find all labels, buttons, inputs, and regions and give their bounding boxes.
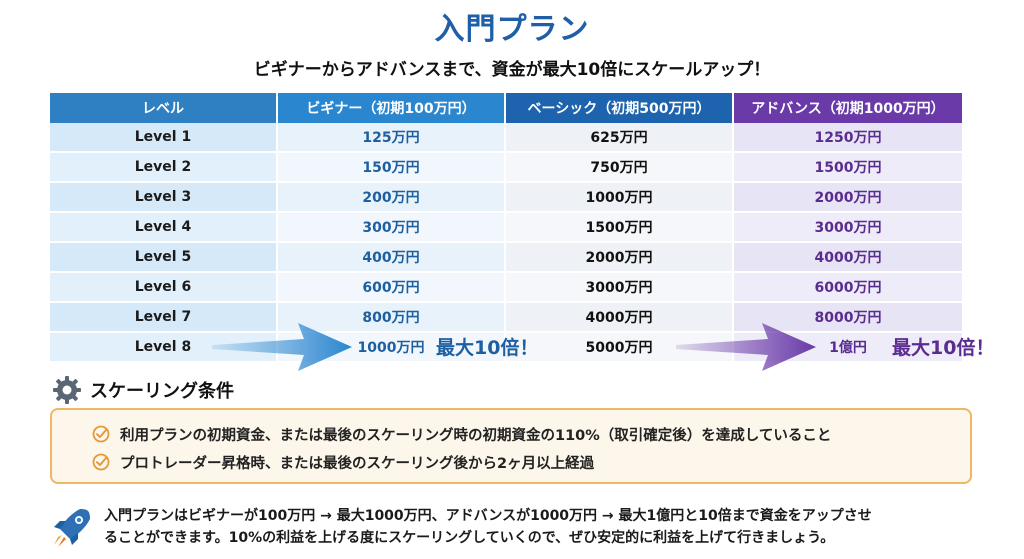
level-cell: Level 5 — [50, 243, 276, 273]
conditions-heading-label: スケーリング条件 — [90, 381, 234, 402]
table-row: Level 4 300万円 1500万円 3000万円 — [50, 213, 962, 243]
level-cell: Level 1 — [50, 123, 276, 153]
conditions-box: 利用プランの初期資金、または最後のスケーリング時の初期資金の110%（取引確定後… — [50, 408, 972, 484]
list-item: 利用プランの初期資金、または最後のスケーリング時の初期資金の110%（取引確定後… — [92, 420, 970, 448]
table-row: Level 7 800万円 4000万円 8000万円 — [50, 303, 962, 333]
beginner-cell: 600万円 — [276, 273, 504, 303]
footer-text: 入門プランはビギナーが100万円 → 最大1000万円、アドバンスが1000万円… — [104, 505, 872, 549]
page-title: 入門プラン — [434, 12, 590, 47]
advance-cell: 6000万円 — [732, 273, 962, 303]
condition-text: 利用プランの初期資金、または最後のスケーリング時の初期資金の110%（取引確定後… — [120, 427, 832, 444]
rocket-icon — [54, 509, 90, 547]
table-row: Level 1 125万円 625万円 1250万円 — [50, 123, 962, 153]
level-cell: Level 4 — [50, 213, 276, 243]
footer-line-2: ることができます。10%の利益を上げる度にスケーリングしていくので、ぜひ安定的に… — [104, 530, 835, 546]
table-row: Level 2 150万円 750万円 1500万円 — [50, 153, 962, 183]
beginner-cell: 400万円 — [276, 243, 504, 273]
level-cell: Level 6 — [50, 273, 276, 303]
gear-icon — [53, 376, 81, 404]
check-circle-icon — [92, 425, 110, 443]
advance-cell: 4000万円 — [732, 243, 962, 273]
advance-cell: 1250万円 — [732, 123, 962, 153]
blue-arrow-icon — [212, 323, 352, 371]
list-item: プロトレーダー昇格時、または最後のスケーリング後から2ヶ月以上経過 — [92, 448, 970, 476]
basic-cell: 1000万円 — [504, 183, 732, 213]
basic-cell: 625万円 — [504, 123, 732, 153]
check-circle-icon — [92, 453, 110, 471]
advance-cell: 3000万円 — [732, 213, 962, 243]
footer-note: 入門プランはビギナーが100万円 → 最大1000万円、アドバンスが1000万円… — [50, 505, 1010, 557]
level-cell: Level 2 — [50, 153, 276, 183]
max-10x-callout-advance: 最大10倍！ — [892, 337, 995, 359]
page-subtitle: ビギナーからアドバンスまで、資金が最大10倍にスケールアップ！ — [253, 60, 771, 80]
beginner-cell: 800万円 — [276, 303, 504, 333]
purple-arrow-icon — [676, 323, 816, 371]
conditions-heading: スケーリング条件 — [52, 374, 234, 406]
column-header-advance: アドバンス（初期1000万円） — [732, 93, 962, 123]
max-10x-callout-beginner: 最大10倍！ — [436, 337, 539, 359]
advance-cell: 2000万円 — [732, 183, 962, 213]
column-header-basic: ベーシック（初期500万円） — [504, 93, 732, 123]
table-row: Level 5 400万円 2000万円 4000万円 — [50, 243, 962, 273]
column-header-beginner: ビギナー（初期100万円） — [276, 93, 504, 123]
beginner-cell: 150万円 — [276, 153, 504, 183]
condition-text: プロトレーダー昇格時、または最後のスケーリング後から2ヶ月以上経過 — [120, 455, 595, 472]
beginner-cell: 200万円 — [276, 183, 504, 213]
basic-cell: 3000万円 — [504, 273, 732, 303]
beginner-cell: 125万円 — [276, 123, 504, 153]
level-cell: Level 3 — [50, 183, 276, 213]
column-header-level: レベル — [50, 93, 276, 123]
beginner-cell: 300万円 — [276, 213, 504, 243]
basic-cell: 750万円 — [504, 153, 732, 183]
advance-cell: 1500万円 — [732, 153, 962, 183]
scaling-table: レベル ビギナー（初期100万円） ベーシック（初期500万円） アドバンス（初… — [50, 93, 962, 363]
basic-cell: 4000万円 — [504, 303, 732, 333]
basic-cell: 1500万円 — [504, 213, 732, 243]
table-header-row: レベル ビギナー（初期100万円） ベーシック（初期500万円） アドバンス（初… — [50, 93, 962, 123]
basic-cell: 2000万円 — [504, 243, 732, 273]
table-row: Level 3 200万円 1000万円 2000万円 — [50, 183, 962, 213]
footer-line-1: 入門プランはビギナーが100万円 → 最大1000万円、アドバンスが1000万円… — [104, 508, 872, 524]
level-cell: Level 7 — [50, 303, 276, 333]
table-row: Level 6 600万円 3000万円 6000万円 — [50, 273, 962, 303]
